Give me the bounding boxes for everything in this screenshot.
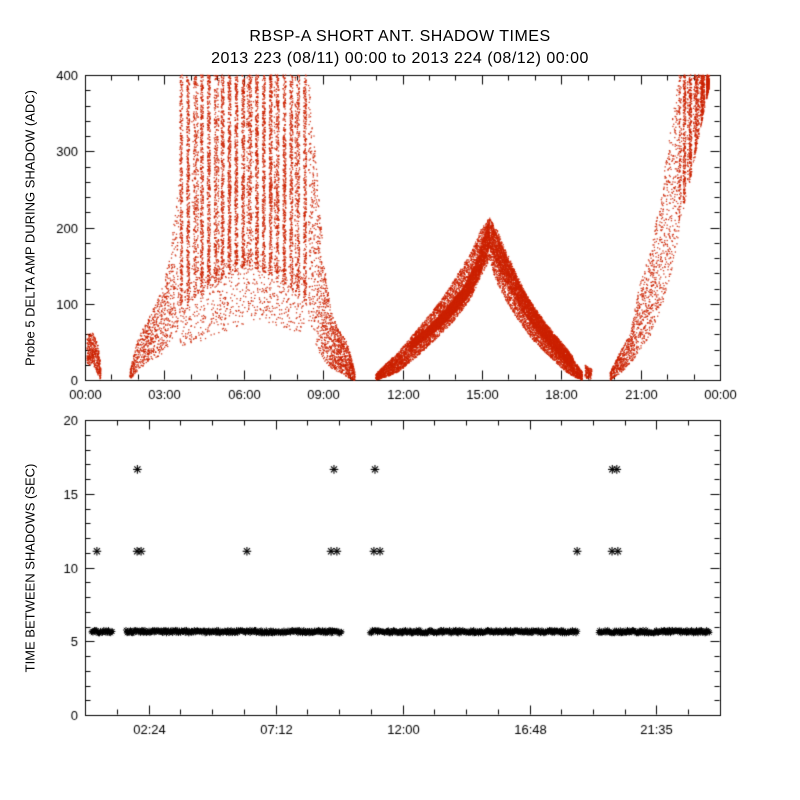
bottom-y-axis-label: TIME BETWEEN SHADOWS (SEC): [22, 463, 38, 673]
chart-subtitle: 2013 223 (08/11) 00:00 to 2013 224 (08/1…: [211, 50, 589, 67]
chart-title: RBSP-A SHORT ANT. SHADOW TIMES: [249, 28, 551, 45]
top-y-axis-label: Probe 5 DELTA AMP DURING SHADOW (ADC): [22, 90, 38, 366]
